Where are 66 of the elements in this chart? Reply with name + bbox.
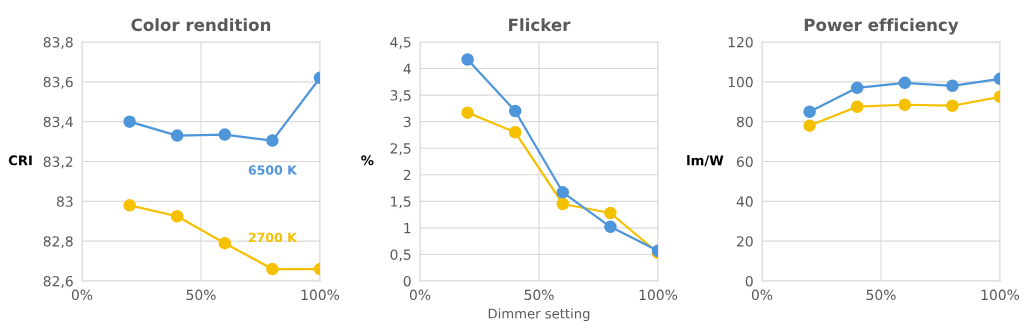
x-tick-label: 0% [409,289,431,301]
point [266,134,279,147]
x-tick-label: 50% [866,289,896,301]
x-tick-label: 50% [186,289,216,301]
y-tick-label: 3 [403,116,411,128]
y-tick-label: 1 [404,223,411,234]
y-tick-label: 4 [403,63,411,74]
point [218,128,232,141]
point [123,115,136,128]
y-tick-label: 60 [736,156,753,167]
y-tick-label: 83,4 [43,116,73,129]
x-tick-label: 0% [751,289,773,301]
y-tick-label: 83,8 [43,36,73,49]
point [946,79,959,93]
y-tick-label: 4,5 [390,37,411,49]
chart-title: Color rendition [131,18,271,32]
y-tick-label: 2 [403,169,411,181]
y-tick-label: 83,6 [43,76,73,89]
y-tick-label: 3,5 [390,90,411,102]
y-tick-label: 82,8 [43,236,73,249]
point [556,186,570,199]
y-tick-label: 0 [745,275,753,287]
x-tick-label: 50% [524,289,554,301]
y-tick-label: 40 [736,196,753,207]
y-tick-label: 0,5 [390,249,411,262]
x-tick-label: 100% [301,289,340,301]
y-axis-title: CRI [8,155,32,166]
y-tick-label: 1,5 [391,196,411,209]
y-tick-label: 20 [737,236,753,247]
point [266,262,279,276]
y-tick-label: 80 [736,116,753,128]
y-tick-label: 82,6 [43,275,73,288]
y-axis-title: % [361,155,374,166]
point [898,98,912,111]
point [170,129,184,142]
series-label: 2700 K [248,232,298,243]
point [604,206,617,220]
point [850,100,864,113]
x-axis-title: Dimmer setting [488,308,590,322]
x-tick-label: 100% [639,289,678,301]
point [123,199,136,212]
point [898,76,912,90]
point [508,126,522,139]
y-tick-label: 83,2 [43,156,73,169]
point [508,104,522,118]
point [170,210,184,223]
y-tick-label: 83 [56,196,73,207]
point [850,81,864,95]
y-tick-label: 0 [403,275,411,287]
point [946,99,959,112]
x-tick-label: 100% [981,289,1020,301]
point [803,105,816,118]
y-tick-label: 2,5 [390,143,411,156]
y-tick-label: 120 [728,36,753,48]
point [461,53,474,66]
point [556,197,570,211]
series-label: 6500 K [248,165,298,175]
chart-title: Power efficiency [804,18,959,35]
point [218,236,232,250]
chart-title: Flicker [509,18,571,32]
point [803,119,816,132]
x-tick-label: 0% [71,289,93,301]
point [604,220,617,234]
point [461,106,474,119]
y-tick-label: 100 [728,76,753,88]
y-axis-title: lm/W [687,155,724,167]
